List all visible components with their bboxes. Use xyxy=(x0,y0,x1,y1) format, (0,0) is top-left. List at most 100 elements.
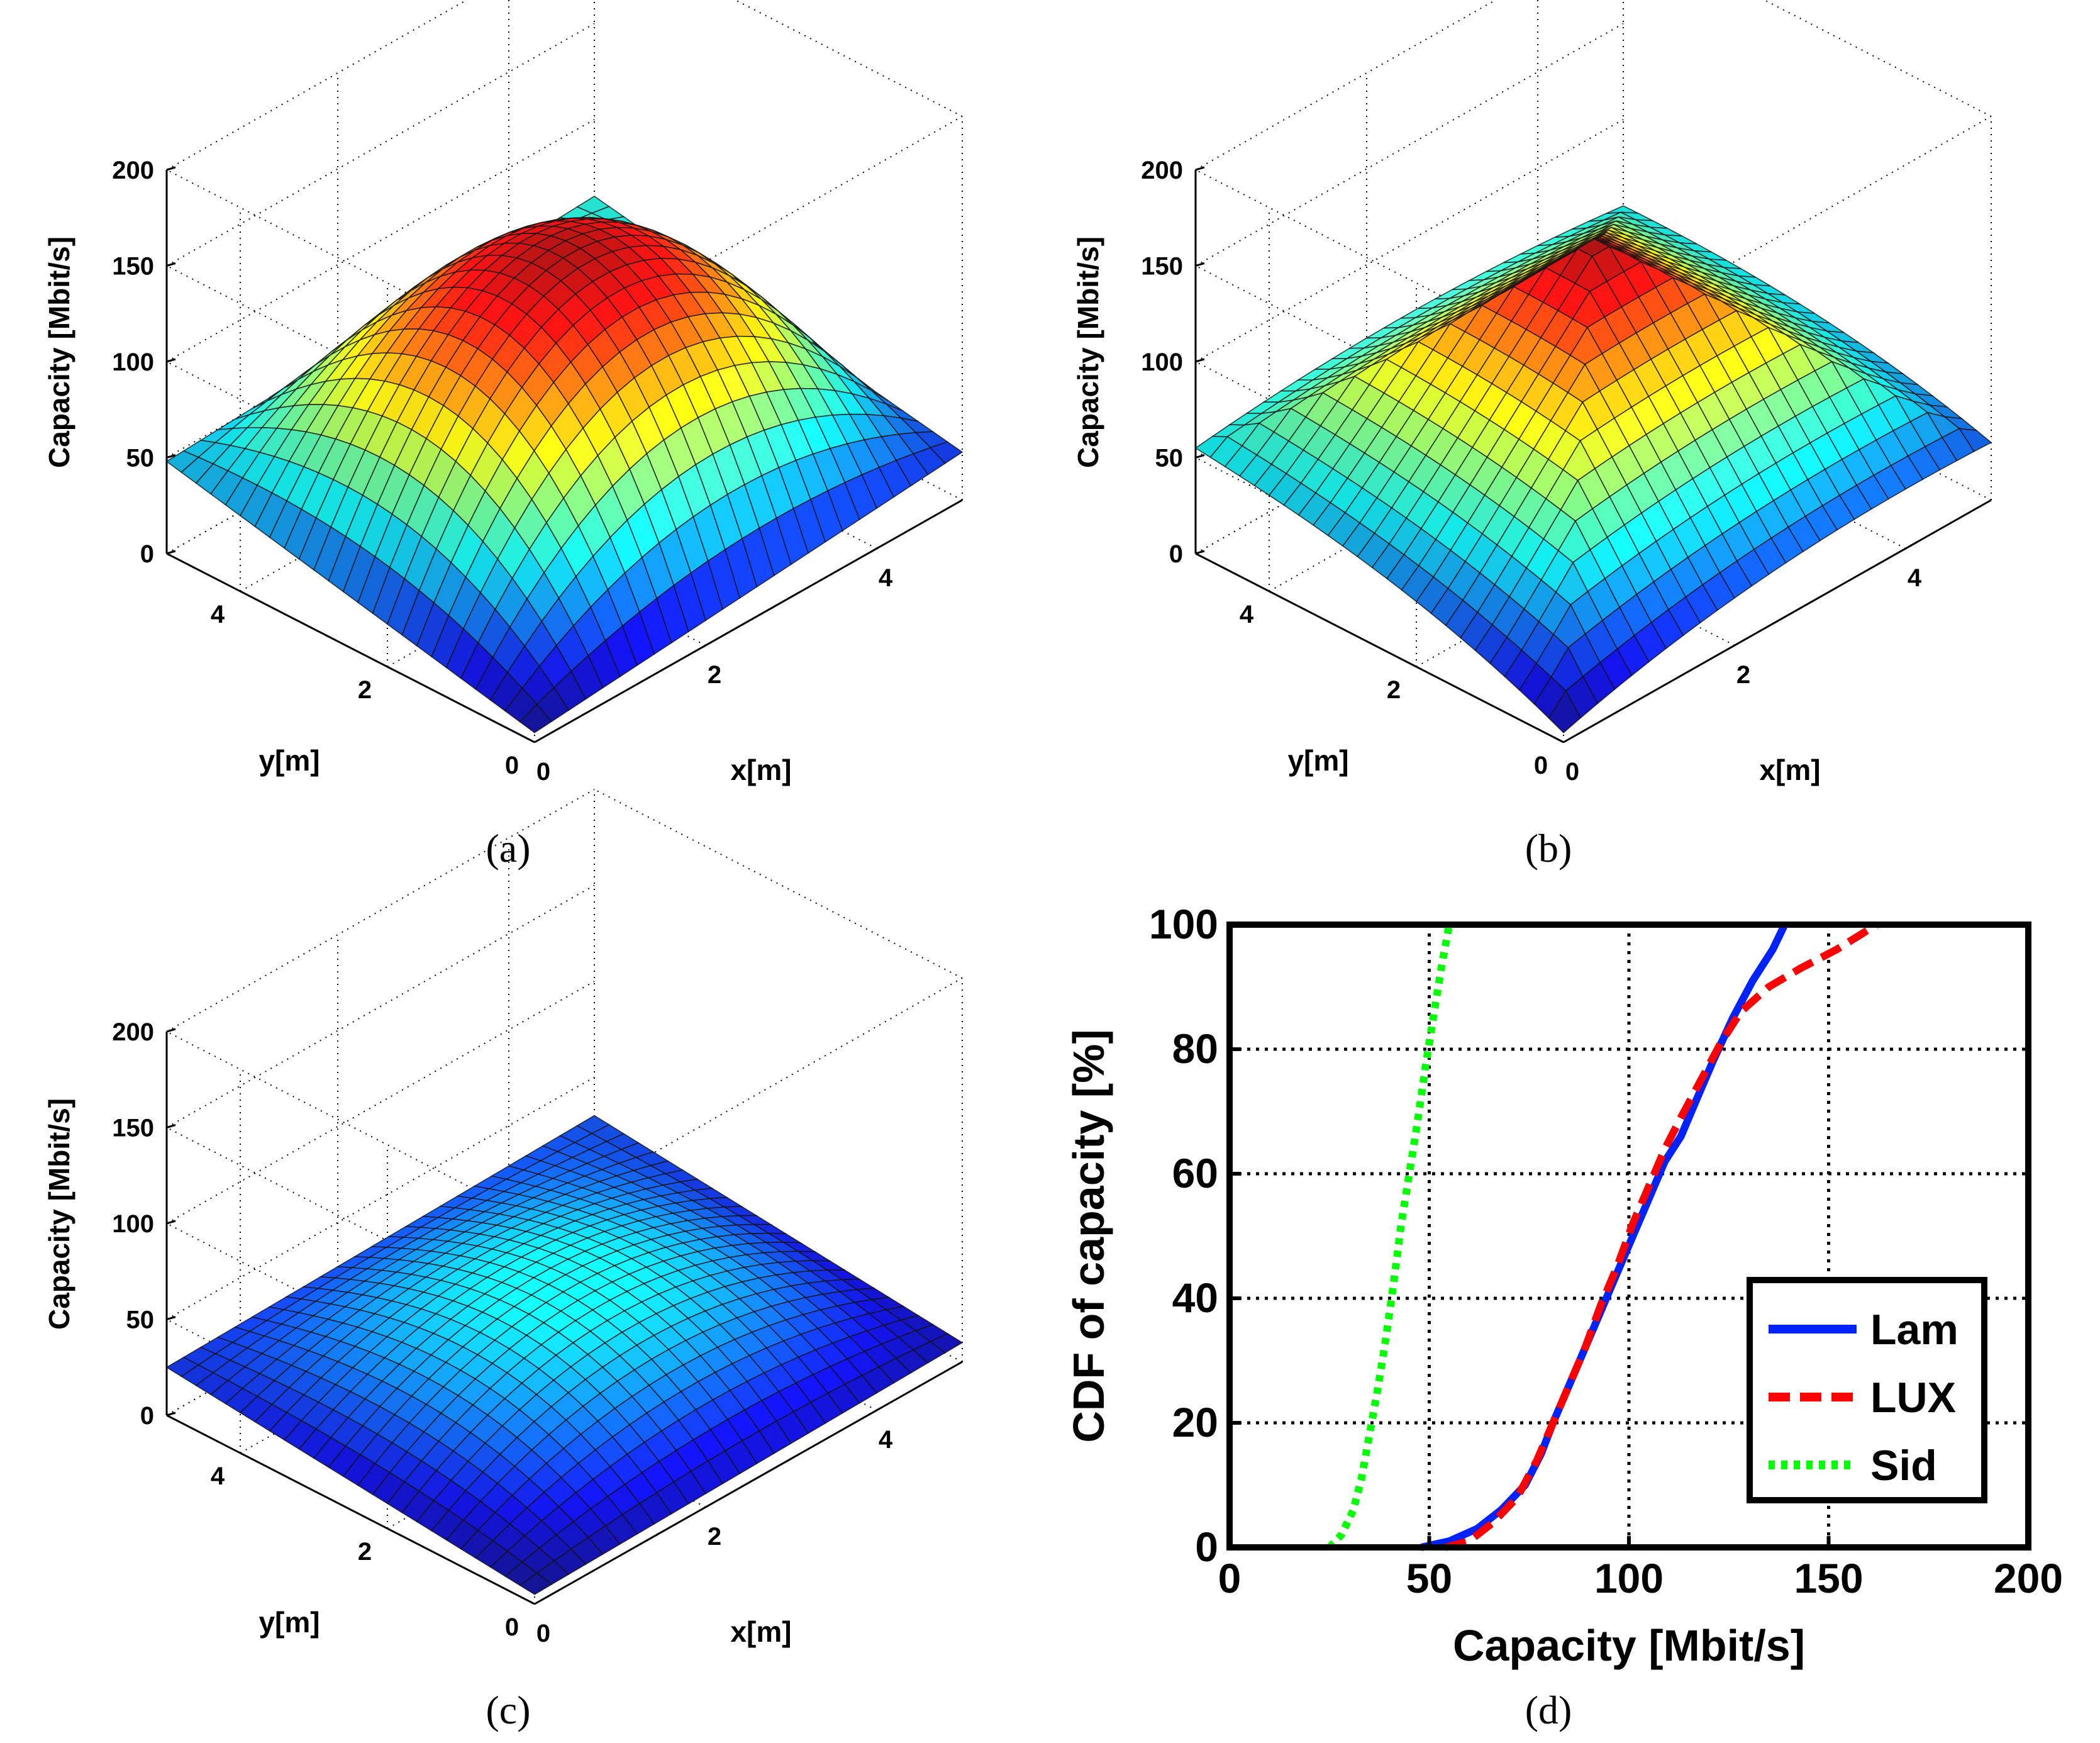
z-tick-mark xyxy=(166,1316,176,1320)
legend-label-lux: LUX xyxy=(1870,1374,1956,1422)
surface-facet xyxy=(929,1333,964,1354)
panel-a-x-axis-label: x[m] xyxy=(730,754,791,786)
y-tick-label: 4 xyxy=(1240,601,1254,628)
panel-b-surface xyxy=(1194,205,1992,733)
grid-line-z xyxy=(166,1076,595,1320)
cdf-lines xyxy=(1326,921,1879,1551)
z-tick-mark xyxy=(166,550,176,555)
cdf-series-sid xyxy=(1326,923,1453,1551)
z-tick-label: 50 xyxy=(1155,445,1184,472)
z-tick-mark xyxy=(166,1124,176,1128)
z-tick-label: 150 xyxy=(1141,253,1183,281)
y-tick-label: 4 xyxy=(211,1462,225,1490)
panel-c-x-axis-label: x[m] xyxy=(730,1615,791,1648)
z-tick-mark xyxy=(166,1412,176,1417)
y-tick-label: 0 xyxy=(1534,752,1548,779)
z-tick-label: 150 xyxy=(112,1115,154,1142)
z-tick-label: 50 xyxy=(126,445,155,472)
panel-b-caption: (b) xyxy=(1525,826,1572,871)
z-tick-mark xyxy=(166,454,176,459)
panel-a-ticks: 0 50 100 150 200 0 2 4 0 2 4 xyxy=(112,157,893,786)
z-tick-label: 0 xyxy=(1169,540,1183,568)
x-axis xyxy=(534,499,963,743)
z-tick-label: 100 xyxy=(112,348,154,376)
panel-c-ticks: 0 50 100 150 200 0 2 4 0 2 4 xyxy=(112,1018,893,1647)
panel-a-surface xyxy=(165,196,964,733)
cdf-y-tick-label: 20 xyxy=(1172,1399,1218,1445)
surface-panel-b: 0 50 100 150 200 0 2 4 0 2 4 Capacity [Mbit/s] x[m… xyxy=(1072,0,1992,871)
z-tick-label: 100 xyxy=(1141,348,1183,376)
x-tick-label: 2 xyxy=(708,1523,721,1551)
y-axis xyxy=(166,1414,535,1605)
y-tick-label: 2 xyxy=(358,676,372,704)
panel-c-caption: (c) xyxy=(486,1688,530,1732)
panel-b-x-axis-label: x[m] xyxy=(1759,754,1820,786)
surface-facet xyxy=(929,441,964,464)
y-tick-label: 2 xyxy=(358,1538,372,1566)
box-edge xyxy=(734,0,963,117)
x-tick-label: 4 xyxy=(1908,564,1922,592)
z-tick-mark xyxy=(1195,262,1205,267)
cdf-series-lux xyxy=(1444,921,1879,1551)
box-edge xyxy=(1763,0,1992,117)
grid-line-z xyxy=(1195,0,1497,170)
z-tick-mark xyxy=(166,358,176,363)
z-tick-mark xyxy=(1195,550,1205,555)
cdf-y-tick-label: 40 xyxy=(1172,1274,1218,1321)
x-tick-label: 0 xyxy=(1565,758,1579,786)
grid-line-z xyxy=(166,119,595,362)
z-tick-label: 150 xyxy=(112,253,154,281)
grid-line-z xyxy=(166,789,595,1032)
grid-line-z xyxy=(166,981,595,1224)
z-tick-label: 0 xyxy=(140,540,154,568)
x-axis xyxy=(1563,499,1992,743)
panel-a-caption: (a) xyxy=(486,826,530,871)
x-tick-label: 2 xyxy=(1736,661,1750,689)
surface-panel-a: 0 50 100 150 200 0 2 4 0 2 4 Capacity [Mbit/s] x[m… xyxy=(43,0,964,871)
panel-b-ticks: 0 50 100 150 200 0 2 4 0 2 4 xyxy=(1141,157,1922,786)
x-tick-label: 4 xyxy=(879,564,893,592)
cdf-x-tick-label: 0 xyxy=(1218,1555,1242,1601)
cdf-ticks: 0 50 100 150 200 0 20 40 60 80 100 xyxy=(1149,901,2063,1601)
y-tick-label: 4 xyxy=(211,601,225,628)
legend-label-lam: Lam xyxy=(1870,1306,1958,1354)
cdf-y-tick-label: 0 xyxy=(1195,1523,1218,1570)
z-tick-label: 200 xyxy=(1141,157,1183,184)
grid-line-z xyxy=(166,23,595,267)
x-tick-label: 0 xyxy=(536,1620,550,1647)
legend-label-sid: Sid xyxy=(1870,1442,1937,1490)
x-tick-label: 2 xyxy=(708,661,721,689)
z-tick-label: 100 xyxy=(112,1210,154,1238)
panel-a-y-axis-label: y[m] xyxy=(258,744,319,777)
cdf-panel-d: 0 50 100 150 200 0 20 40 60 80 100 Capacity [Mbit/… xyxy=(1064,901,2063,1732)
grid-line-z xyxy=(1195,23,1624,267)
cdf-series-lam xyxy=(1420,923,1789,1551)
x-axis xyxy=(534,1361,963,1605)
panel-c-z-axis-label: Capacity [Mbit/s] xyxy=(43,1098,75,1330)
z-tick-mark xyxy=(1195,454,1205,459)
z-tick-mark xyxy=(166,166,176,171)
panel-b-z-axis-label: Capacity [Mbit/s] xyxy=(1072,237,1104,468)
x-tick-label: 4 xyxy=(879,1426,893,1454)
grid-line-z xyxy=(166,884,595,1128)
z-tick-label: 200 xyxy=(112,1018,154,1046)
z-tick-mark xyxy=(166,1028,176,1033)
z-tick-mark xyxy=(166,262,176,267)
cdf-y-tick-label: 80 xyxy=(1172,1025,1218,1072)
panel-a-z-axis-label: Capacity [Mbit/s] xyxy=(43,237,75,468)
box-edge xyxy=(594,789,963,979)
y-tick-label: 0 xyxy=(505,752,519,779)
cdf-y-tick-label: 60 xyxy=(1172,1150,1218,1196)
surface-panel-c: 0 50 100 150 200 0 2 4 0 2 4 Capacity [Mbit/s] x[m… xyxy=(43,789,964,1732)
cdf-y-tick-label: 100 xyxy=(1149,901,1218,947)
grid-line-z xyxy=(166,0,468,170)
cdf-x-tick-label: 200 xyxy=(1994,1555,2063,1601)
z-tick-mark xyxy=(166,1220,176,1225)
z-tick-mark xyxy=(1195,358,1205,363)
legend-box xyxy=(1747,1277,1987,1503)
panel-c-y-axis-label: y[m] xyxy=(258,1606,319,1639)
z-tick-label: 200 xyxy=(112,157,154,184)
y-axis xyxy=(1195,552,1564,743)
x-tick-label: 0 xyxy=(536,758,550,786)
cdf-legend: Lam LUX Sid xyxy=(1747,1277,1987,1503)
